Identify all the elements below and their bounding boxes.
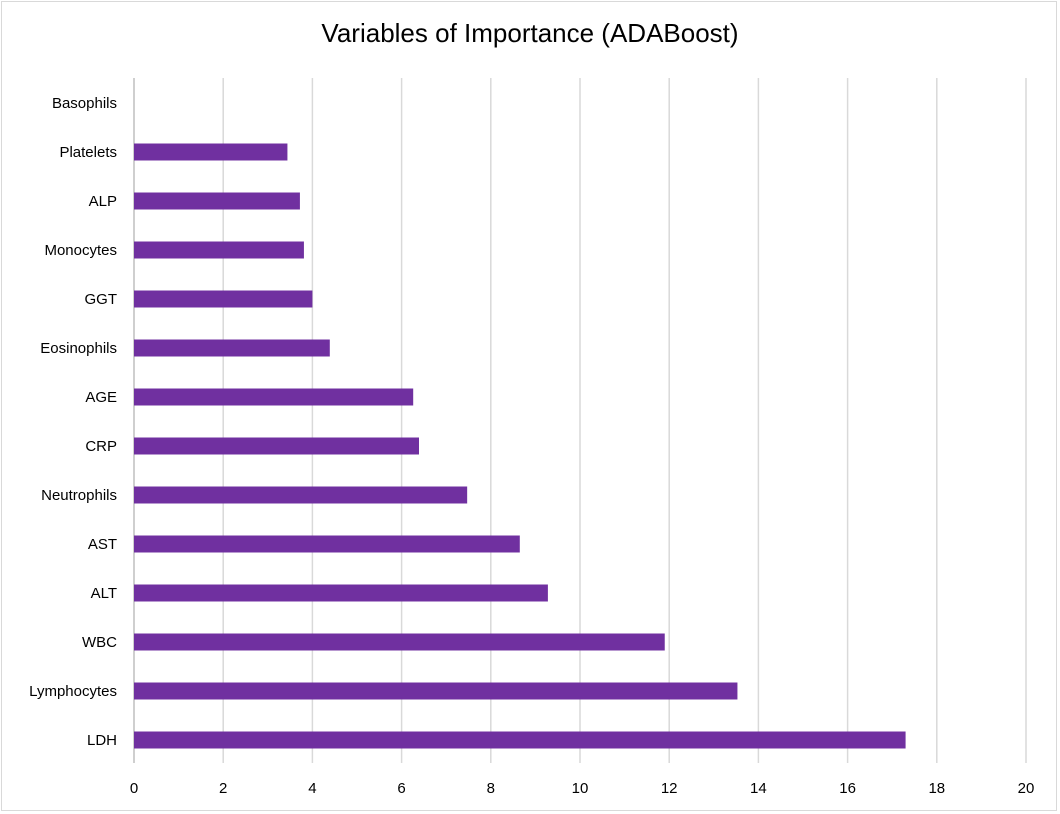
bar-alp	[134, 192, 300, 210]
bar-monocytes	[134, 241, 304, 259]
category-label-monocytes: Monocytes	[44, 242, 117, 259]
bar-ldh	[134, 731, 906, 749]
x-tick-label-12: 12	[661, 780, 678, 797]
category-axis-labels: LDH Lymphocytes WBC ALT AST Neutrophils CRP AGE…	[29, 95, 117, 749]
value-axis-labels: 0 2 4 6 8 10 12 14 16 18 20	[130, 780, 1035, 797]
category-label-eosinophils: Eosinophils	[40, 340, 117, 357]
bar-lymphocytes	[134, 682, 738, 700]
category-label-age: AGE	[85, 389, 117, 406]
category-label-basophils: Basophils	[52, 95, 117, 112]
x-tick-label-16: 16	[839, 780, 856, 797]
x-tick-label-2: 2	[219, 780, 227, 797]
category-label-crp: CRP	[85, 438, 117, 455]
category-label-ast: AST	[88, 536, 117, 553]
x-tick-label-0: 0	[130, 780, 138, 797]
x-tick-label-10: 10	[572, 780, 589, 797]
category-label-alp: ALP	[89, 193, 117, 210]
bar-alt	[134, 584, 548, 602]
category-label-wbc: WBC	[82, 634, 117, 651]
grid-lines	[133, 78, 1027, 763]
x-tick-label-4: 4	[308, 780, 316, 797]
category-label-platelets: Platelets	[59, 144, 117, 161]
x-tick-label-8: 8	[487, 780, 495, 797]
x-tick-label-18: 18	[928, 780, 945, 797]
bar-eosinophils	[134, 339, 330, 357]
bar-crp	[134, 437, 419, 455]
bar-age	[134, 388, 414, 406]
chart-title: Variables of Importance (ADABoost)	[321, 18, 739, 48]
bar-neutrophils	[134, 486, 468, 504]
bar-ggt	[134, 290, 313, 308]
category-label-lymphocytes: Lymphocytes	[29, 683, 117, 700]
bars	[134, 143, 906, 749]
category-label-ldh: LDH	[87, 732, 117, 749]
category-label-ggt: GGT	[85, 291, 118, 308]
bar-ast	[134, 535, 520, 553]
bar-platelets	[134, 143, 288, 161]
x-tick-label-14: 14	[750, 780, 767, 797]
x-tick-label-20: 20	[1018, 780, 1035, 797]
x-tick-label-6: 6	[397, 780, 405, 797]
category-label-neutrophils: Neutrophils	[41, 487, 117, 504]
bar-wbc	[134, 633, 665, 651]
category-label-alt: ALT	[91, 585, 117, 602]
